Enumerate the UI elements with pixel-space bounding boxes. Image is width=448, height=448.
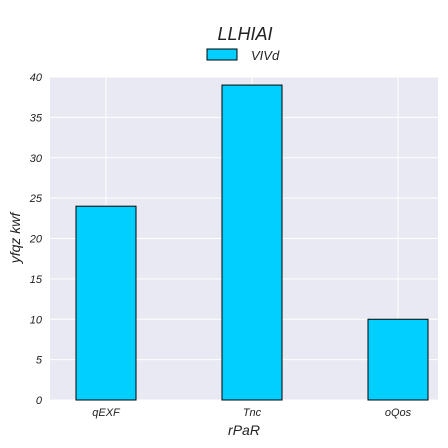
y-tick-label-3: 15: [30, 274, 43, 286]
bar-qEXF: [75, 205, 137, 401]
x-tick-label-0: qEXF: [92, 407, 121, 419]
y-tick-label-8: 40: [30, 72, 43, 84]
bar-Tnc: [221, 84, 283, 401]
y-axis-label: yfqz kwf: [7, 211, 23, 265]
y-tick-label-5: 25: [29, 193, 43, 205]
bar-oQos: [367, 318, 429, 401]
x-axis-ticks: qEXF Tnc oQos: [92, 407, 411, 419]
legend-swatch: [206, 48, 238, 61]
y-tick-label-7: 35: [30, 112, 43, 124]
x-tick-label-2: oQos: [385, 407, 412, 419]
chart-title: LLHIAI: [217, 24, 272, 44]
x-axis-label: rPaR: [228, 422, 260, 438]
y-tick-label-6: 30: [30, 153, 43, 165]
legend: VIVd: [206, 48, 280, 63]
y-tick-label-1: 5: [36, 355, 43, 367]
y-tick-label-4: 20: [29, 234, 43, 246]
y-tick-label-0: 0: [36, 395, 43, 407]
bars: [75, 84, 429, 401]
legend-label: VIVd: [251, 48, 280, 63]
x-tick-label-1: Tnc: [243, 407, 262, 419]
y-axis-ticks: 0 5 10 15 20 25 30 35 40: [29, 72, 43, 407]
y-tick-label-2: 10: [30, 314, 43, 326]
